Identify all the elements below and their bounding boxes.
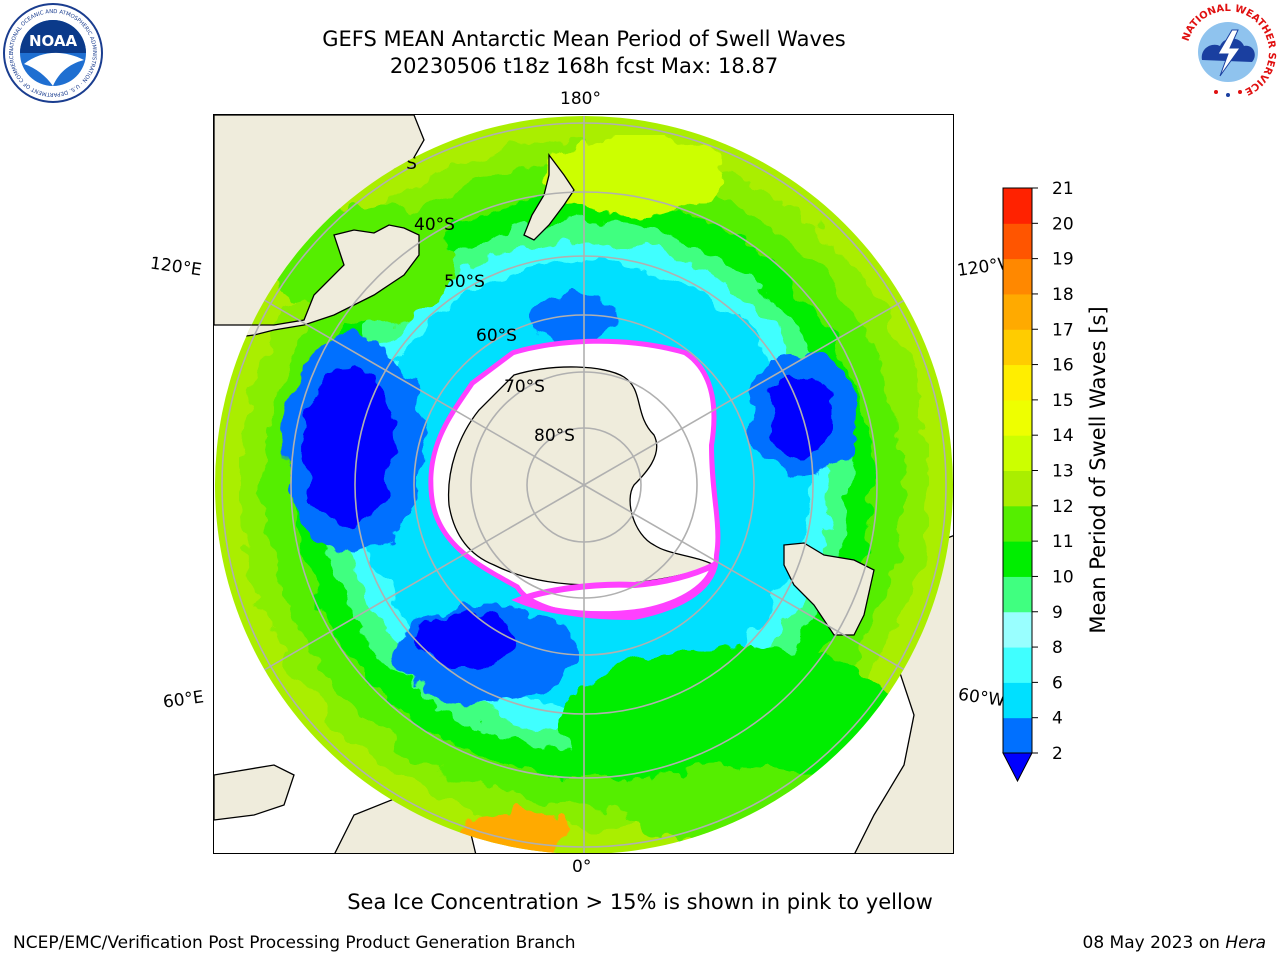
lon-label-120e: 120°E [148, 253, 203, 281]
colorbar-segment [1003, 682, 1032, 719]
nws-logo: NATIONAL WEATHER SERVICE [1178, 2, 1278, 102]
colorbar-segment [1003, 611, 1032, 648]
colorbar-tick-label: 4 [1052, 709, 1063, 729]
colorbar-segment [1003, 717, 1032, 754]
colorbar-segment [1003, 647, 1032, 683]
colorbar-segment [1003, 364, 1032, 401]
chart-subtitle: 20230506 t18z 168h fcst Max: 18.87 [389, 54, 779, 78]
lon-label-180: 180° [560, 89, 601, 109]
graticule [215, 116, 953, 853]
colorbar-tick-label: 11 [1052, 532, 1074, 552]
noaa-logo: NOAA NATIONAL OCEANIC AND ATMOSPHERIC AD… [2, 2, 104, 104]
colorbar-tick-label: 18 [1052, 285, 1074, 305]
colorbar-segment [1003, 576, 1032, 613]
colorbar-segment [1003, 470, 1032, 507]
lon-label-60e: 60°E [161, 687, 206, 713]
chart-title: GEFS MEAN Antarctic Mean Period of Swell… [322, 27, 846, 51]
colorbar-segment [1003, 329, 1032, 366]
colorbar: 2 4 6 8 9 10 11 12 13 14 15 16 17 18 19 20 21 [1002, 180, 1074, 783]
colorbar-tick-label: 19 [1052, 250, 1074, 270]
lon-label-0: 0° [572, 857, 592, 877]
colorbar-segment [1003, 505, 1032, 542]
colorbar-tick-label: 13 [1052, 462, 1074, 482]
colorbar-tick-label: 12 [1052, 497, 1074, 517]
colorbar-segment [1003, 399, 1032, 436]
colorbar-segment [1003, 541, 1032, 577]
lat-label-80s: 80°S [534, 426, 575, 446]
colorbar-tick-label: 14 [1052, 426, 1074, 446]
sea-ice-note: Sea Ice Concentration > 15% is shown in … [347, 890, 933, 914]
footer-date: 08 May 2023 on Hera [1083, 933, 1267, 953]
colorbar-segment [1003, 223, 1032, 260]
colorbar-segment [1003, 435, 1032, 471]
swell-period-field: 30°S 40°S 50°S 60°S 70°S 80°S [215, 116, 953, 853]
footer-machine: Hera [1225, 933, 1266, 953]
lat-label-40s: 40°S [414, 215, 455, 235]
colorbar-tick-label: 6 [1052, 673, 1063, 693]
lat-label-70s: 70°S [504, 377, 545, 397]
colorbar-tick-label: 20 [1052, 214, 1074, 234]
map-canvas: 30°S 40°S 50°S 60°S 70°S 80°S [214, 115, 953, 853]
colorbar-segment [1003, 293, 1032, 330]
colorbar-title: Mean Period of Swell Waves [s] [1086, 306, 1110, 634]
colorbar-tick-label: 2 [1052, 744, 1063, 764]
colorbar-tick-label: 9 [1052, 603, 1063, 623]
colorbar-tick-label: 17 [1052, 320, 1074, 340]
footer-branch: NCEP/EMC/Verification Post Processing Pr… [13, 933, 576, 953]
colorbar-tick-label: 16 [1052, 356, 1074, 376]
noaa-logo-text: NOAA [29, 32, 78, 50]
footer-date-text: 08 May 2023 on [1082, 933, 1226, 953]
colorbar-tick-label: 21 [1052, 180, 1074, 199]
polar-map: 30°S 40°S 50°S 60°S 70°S 80°S [213, 114, 954, 854]
colorbar-segment [1003, 258, 1032, 295]
colorbar-extend-triangle [1002, 752, 1033, 783]
colorbar-segment [1003, 188, 1032, 224]
continents [215, 153, 875, 636]
colorbar-tick-label: 15 [1052, 391, 1074, 411]
colorbar-tick-label: 8 [1052, 638, 1063, 658]
lat-label-50s: 50°S [444, 272, 485, 292]
colorbar-tick-label: 10 [1052, 567, 1074, 587]
lat-label-60s: 60°S [476, 326, 517, 346]
